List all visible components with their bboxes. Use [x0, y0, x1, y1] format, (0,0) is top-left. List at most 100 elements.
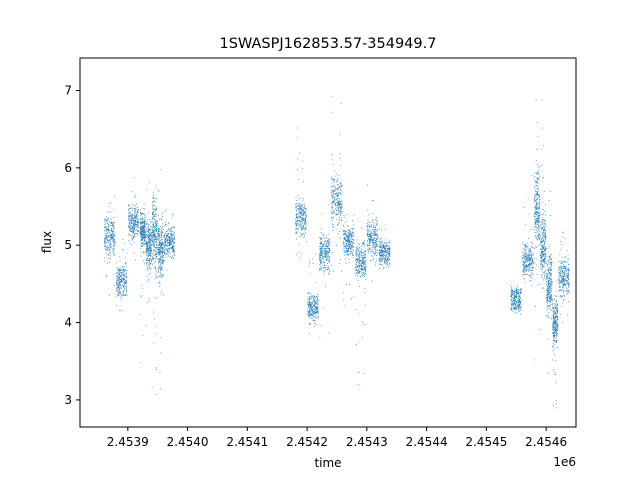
data-point — [532, 259, 534, 261]
data-point — [353, 228, 355, 230]
data-point — [300, 225, 302, 227]
data-point — [165, 253, 167, 254]
data-point — [332, 226, 333, 228]
data-point — [172, 248, 174, 250]
data-point — [296, 210, 297, 211]
data-point — [299, 211, 300, 212]
data-point — [315, 308, 317, 310]
data-point — [298, 211, 300, 213]
data-point — [360, 268, 361, 270]
data-point — [334, 186, 336, 188]
data-point — [139, 230, 141, 232]
data-point — [537, 192, 539, 193]
data-point — [133, 242, 135, 244]
data-point — [140, 222, 142, 224]
data-point — [169, 244, 171, 246]
data-point — [156, 238, 158, 240]
data-point — [296, 209, 297, 211]
data-point — [119, 293, 121, 294]
data-point — [130, 215, 132, 216]
data-point — [329, 262, 330, 263]
data-point — [326, 259, 328, 260]
data-point — [345, 231, 347, 232]
data-point — [516, 290, 518, 291]
data-point — [314, 300, 315, 301]
data-point — [113, 250, 115, 252]
data-point — [305, 219, 307, 221]
data-point — [160, 251, 161, 253]
data-point — [169, 228, 171, 230]
data-point — [126, 291, 127, 292]
data-point — [511, 308, 513, 310]
data-point — [168, 251, 169, 253]
data-point — [156, 367, 157, 369]
data-point — [158, 262, 160, 263]
data-point — [532, 266, 533, 268]
data-point — [514, 308, 515, 309]
data-point — [104, 242, 106, 243]
data-point — [300, 212, 302, 214]
data-point — [156, 235, 158, 237]
data-point — [126, 266, 127, 268]
data-point — [516, 302, 518, 304]
data-point — [367, 250, 369, 252]
data-point — [311, 318, 313, 319]
data-point — [167, 239, 169, 241]
data-point — [149, 239, 150, 241]
data-point — [372, 229, 373, 230]
data-point — [121, 310, 122, 311]
data-point — [167, 236, 169, 237]
data-point — [322, 258, 324, 260]
data-point — [382, 252, 384, 254]
data-point — [106, 250, 108, 252]
data-point — [143, 230, 145, 232]
data-point — [297, 229, 298, 230]
data-point — [165, 254, 167, 256]
data-point — [517, 308, 519, 309]
data-point — [338, 222, 340, 224]
data-point — [387, 248, 388, 250]
data-point — [512, 303, 514, 304]
data-point — [150, 261, 152, 263]
data-point — [524, 263, 526, 265]
data-point — [152, 258, 154, 259]
data-point — [528, 260, 530, 262]
data-point — [331, 178, 332, 179]
data-point — [165, 257, 167, 259]
data-point — [389, 253, 391, 254]
data-point — [321, 243, 323, 245]
data-point — [166, 240, 168, 242]
data-point — [517, 298, 519, 300]
data-point — [364, 292, 366, 294]
data-point — [319, 243, 321, 244]
data-point — [160, 388, 162, 390]
data-point — [350, 248, 351, 249]
data-point — [136, 213, 138, 215]
data-point — [386, 248, 388, 250]
data-point — [170, 231, 172, 233]
data-point — [324, 252, 326, 253]
data-point — [120, 280, 122, 281]
data-point — [141, 238, 143, 240]
data-point — [111, 236, 113, 237]
data-point — [140, 240, 142, 242]
data-point — [362, 260, 363, 262]
data-point — [112, 233, 113, 235]
data-point — [374, 229, 376, 230]
data-point — [117, 284, 119, 285]
data-point — [308, 310, 310, 312]
data-point — [339, 199, 341, 201]
data-point — [538, 235, 539, 236]
data-point — [152, 225, 154, 227]
data-point — [372, 251, 374, 253]
data-point — [358, 273, 360, 274]
data-point — [117, 283, 119, 285]
data-point — [161, 269, 162, 271]
data-point — [373, 244, 375, 246]
data-point — [171, 238, 173, 240]
data-point — [113, 252, 115, 254]
data-point — [361, 242, 363, 243]
data-point — [114, 235, 116, 236]
data-point — [143, 251, 144, 253]
data-point — [314, 319, 316, 321]
